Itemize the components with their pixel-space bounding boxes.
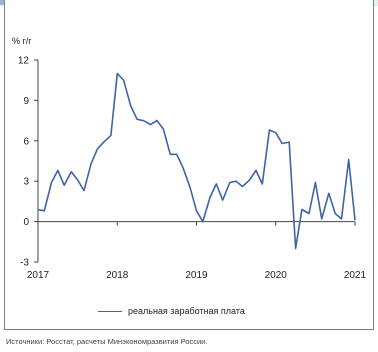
- legend-label: реальная заработная плата: [128, 306, 245, 316]
- x-tick-label: 2019: [185, 270, 208, 281]
- line-chart: -3 0 3 6 9 12 2017 2018 2019 2020 2021: [18, 56, 367, 282]
- legend: реальная заработная плата: [98, 306, 245, 316]
- y-tick-label: 3: [23, 177, 29, 188]
- y-tick-label: 12: [18, 56, 30, 67]
- series-line-0: [37, 72, 356, 250]
- x-tick-label: 2020: [265, 270, 288, 281]
- y-tick-label: 9: [23, 96, 29, 107]
- legend-swatch: [98, 310, 122, 312]
- y-tick-label: -3: [20, 258, 29, 269]
- chart-frame: [4, 0, 374, 330]
- y-tick-label: 6: [23, 136, 29, 147]
- source-note: Источники: Росстат, расчеты Минэкономраз…: [6, 337, 208, 346]
- x-tick-label: 2018: [106, 270, 129, 281]
- x-tick-label: 2021: [344, 270, 367, 281]
- y-unit-label: % г/г: [12, 36, 32, 46]
- x-tick-label: 2017: [27, 270, 50, 281]
- y-tick-label: 0: [23, 217, 29, 228]
